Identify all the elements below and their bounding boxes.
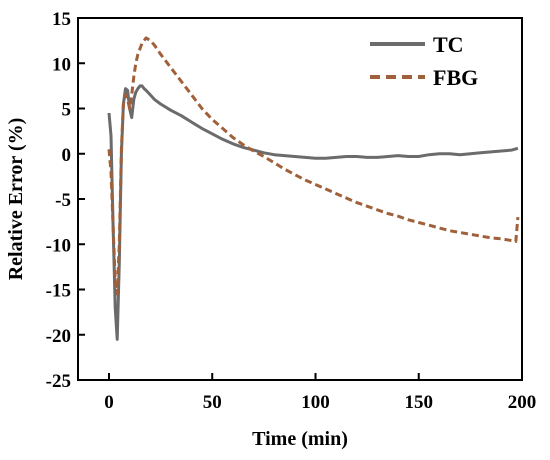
x-tick-label: 50: [203, 392, 222, 413]
legend-label-fbg: FBG: [433, 65, 478, 90]
y-tick-label: -10: [46, 235, 71, 256]
series-line-tc: [107, 84, 519, 341]
y-tick-label: -5: [55, 190, 71, 211]
x-tick-label: 150: [404, 392, 433, 413]
y-tick-label: 0: [62, 145, 72, 166]
x-axis-ticks: 0 50 100 150 200: [104, 373, 536, 413]
y-axis-ticks: 15 10 5 0 -5 -10 -15 -20 -25: [46, 9, 85, 392]
x-axis-title: Time (min): [252, 428, 348, 450]
y-tick-label: -15: [46, 281, 71, 302]
x-tick-label: 200: [508, 392, 537, 413]
y-tick-label: -25: [46, 371, 71, 392]
y-tick-label: 5: [62, 100, 72, 121]
x-tick-label: 0: [104, 392, 114, 413]
x-tick-label: 100: [301, 392, 330, 413]
y-tick-label: 10: [52, 54, 71, 75]
legend-label-tc: TC: [433, 32, 464, 57]
series-line-fbg: [107, 36, 520, 296]
y-tick-label: -20: [46, 326, 71, 347]
plot-series-layer: [107, 36, 520, 341]
legend: TC FBG: [370, 32, 478, 90]
y-tick-label: 15: [52, 9, 71, 30]
y-axis-title: Relative Error (%): [5, 118, 27, 281]
